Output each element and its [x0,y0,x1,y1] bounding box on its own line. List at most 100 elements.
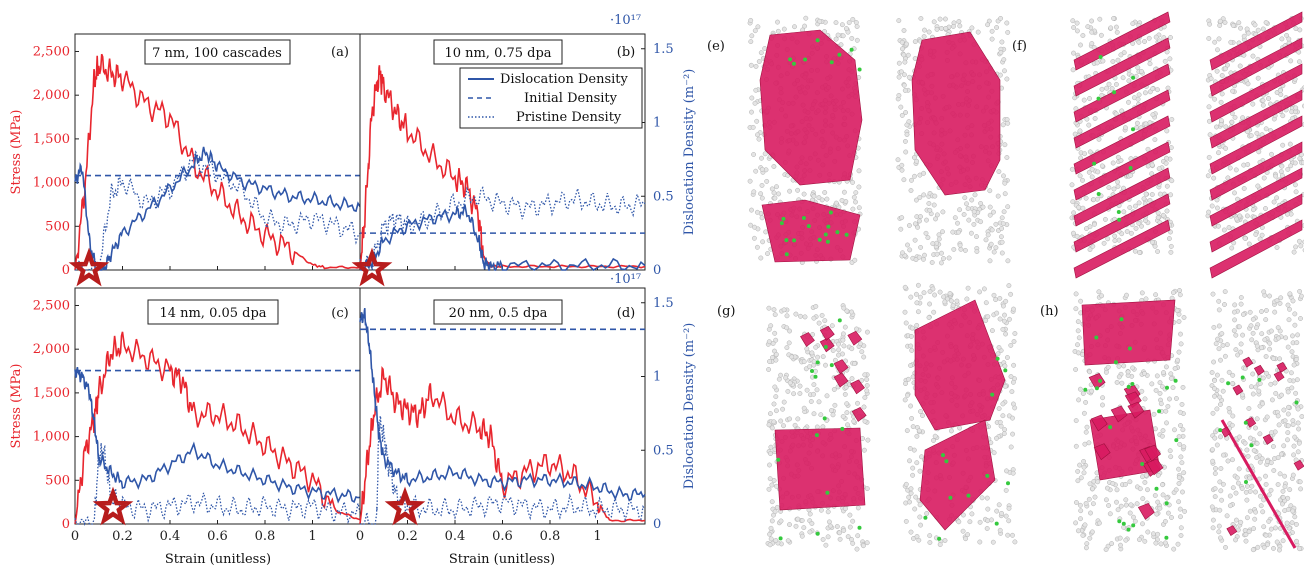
atom-grey [964,201,969,207]
atom-grey [830,412,836,418]
stress-tick-label: 2,000 [33,88,70,103]
atom-green [779,221,784,226]
atom-grey [753,87,759,93]
atom-grey [931,19,937,25]
atom-green [806,224,811,229]
dislocation-density-line [359,204,646,272]
atom-grey [999,215,1005,221]
atom-grey [1115,57,1121,63]
atom-grey [1090,501,1096,507]
atom-grey [1206,118,1212,124]
atom-grey [1155,210,1161,216]
atom-grey [1290,418,1296,424]
atom-grey [772,195,778,201]
atom-grey [1078,298,1084,304]
atom-grey [1086,122,1092,128]
atom-grey [859,349,865,355]
atom-green [823,232,828,237]
atom-grey [766,305,772,311]
atom-grey [840,414,846,419]
atom-grey [937,16,943,22]
atom-grey [1274,195,1280,201]
stacking-fault-plane [1209,193,1303,253]
atom-grey [775,19,780,25]
atom-grey [811,391,817,397]
atom-grey [1089,29,1095,35]
atom-grey [856,168,862,174]
atom-grey [996,502,1002,508]
atom-grey [1216,298,1222,304]
atom-grey [957,425,963,431]
atom-grey [1275,325,1281,331]
atom-grey [1084,424,1090,430]
atom-grey [1151,411,1157,417]
atom-grey [844,308,850,314]
atom-grey [1239,392,1245,398]
atom-grey [983,237,989,243]
strain-tick-label: 0.4 [160,529,181,544]
atom-grey [1234,475,1240,481]
atom-grey [1086,169,1092,175]
atom-grey [994,435,999,441]
atom-grey [822,190,828,195]
atom-grey [837,530,842,536]
atom-grey [1244,497,1250,503]
atom-grey [1250,53,1256,59]
atom-grey [985,22,991,28]
dislocation-loop [1081,299,1176,366]
atom-grey [797,391,803,396]
atom-grey [852,257,858,263]
defect-cluster [1232,384,1244,396]
atom-grey [1271,356,1276,362]
atom-green [1140,462,1145,466]
atom-grey [997,527,1003,533]
atom-grey [1116,237,1122,243]
atom-grey [908,403,914,409]
atom-grey [910,424,916,430]
atom-grey [778,418,784,424]
atom-grey [1238,25,1243,31]
atom-grey [1293,105,1299,111]
atom-grey [807,529,813,535]
atom-grey [751,189,757,195]
panel-b-plot: 0 0.5 1 1.5 [351,42,674,287]
atom-grey [839,197,845,203]
atom-grey [1007,316,1012,322]
atom-grey [1000,326,1006,332]
atom-grey [1276,547,1282,553]
atom-grey [965,285,971,291]
atom-grey [1176,466,1182,472]
atom-grey [1292,514,1298,520]
atom-grey [914,158,920,164]
atom-grey [1154,511,1160,517]
atom-grey [1160,212,1166,218]
atom-grey [1165,510,1171,516]
atom-grey [1258,503,1264,509]
atom-grey [792,24,797,30]
atom-grey [1233,167,1239,173]
atom-grey [1110,481,1116,486]
stacking-fault-plane [1209,63,1303,123]
atom-grey [1245,453,1251,459]
atom-grey [1267,293,1272,299]
atom-grey [896,92,902,98]
atom-grey [1137,250,1143,256]
panel-d-title: 20 nm, 0.5 dpa [449,306,548,321]
atom-grey [764,178,770,184]
atom-grey [1229,422,1235,428]
atom-grey [1261,524,1267,530]
atom-grey [774,483,779,489]
atom-grey [749,33,755,39]
atom-grey [1149,381,1155,387]
atom-grey [804,387,810,393]
atom-grey [844,401,850,407]
atom-grey [901,177,907,183]
atom-grey [850,16,856,22]
defect-cluster [1245,416,1257,428]
atom-grey [1217,23,1223,28]
atom-grey [774,504,780,510]
atom-grey [1090,486,1095,492]
atom-grey [1084,541,1090,547]
atom-grey [937,289,943,295]
